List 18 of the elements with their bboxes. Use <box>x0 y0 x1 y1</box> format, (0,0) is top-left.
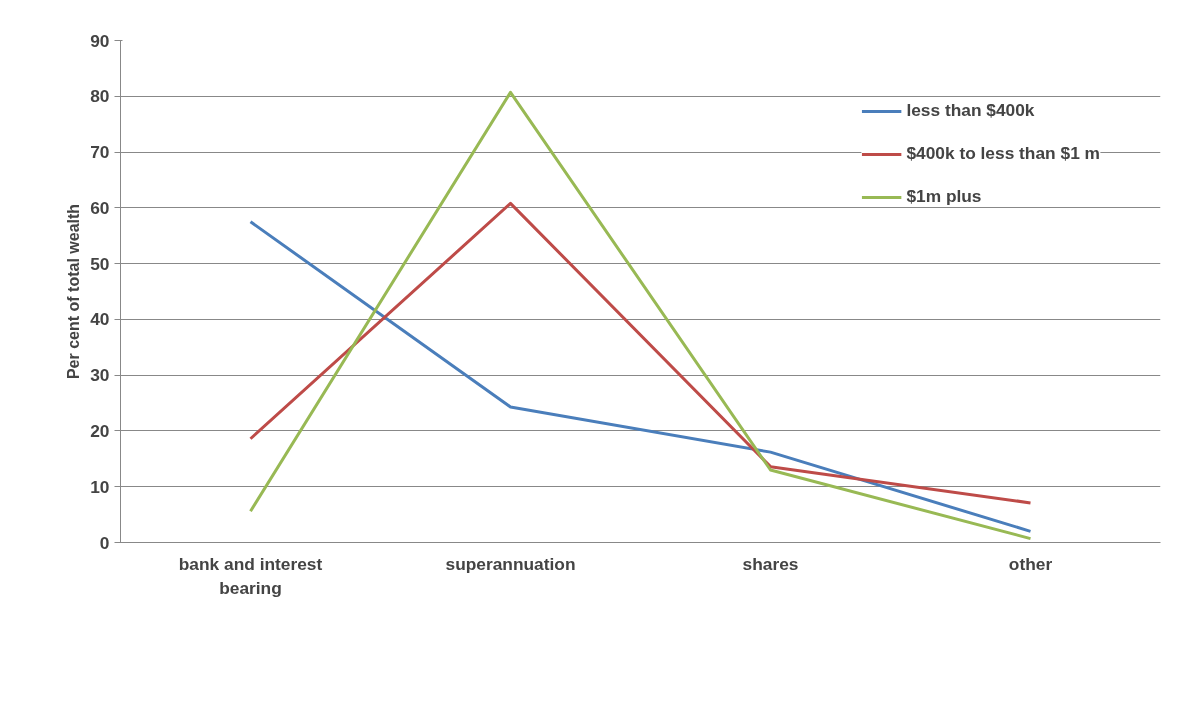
y-axis-title: Per cent of total wealth <box>65 203 83 380</box>
y-tick-label: 60 <box>90 197 110 218</box>
x-tick-label: shares <box>742 553 799 574</box>
y-tick-label: 90 <box>90 30 110 51</box>
y-tick-label: 0 <box>99 532 110 553</box>
legend-label: $400k to less than $1 m <box>906 143 1100 164</box>
y-tick-label: 10 <box>90 476 110 497</box>
y-tick-label: 30 <box>90 365 110 386</box>
y-tick-label: 70 <box>90 142 110 163</box>
y-tick-label: 50 <box>90 253 110 274</box>
y-tick-label: 80 <box>90 86 110 107</box>
y-tick-label: 20 <box>90 420 110 441</box>
legend-label: less than $400k <box>906 100 1035 121</box>
x-tick-label: other <box>1008 553 1053 574</box>
x-tick-label: bank and interest bearing <box>178 553 323 598</box>
legend-label: $1m plus <box>906 186 982 207</box>
x-tick-label: superannuation <box>445 553 576 574</box>
y-tick-label: 40 <box>90 309 110 330</box>
